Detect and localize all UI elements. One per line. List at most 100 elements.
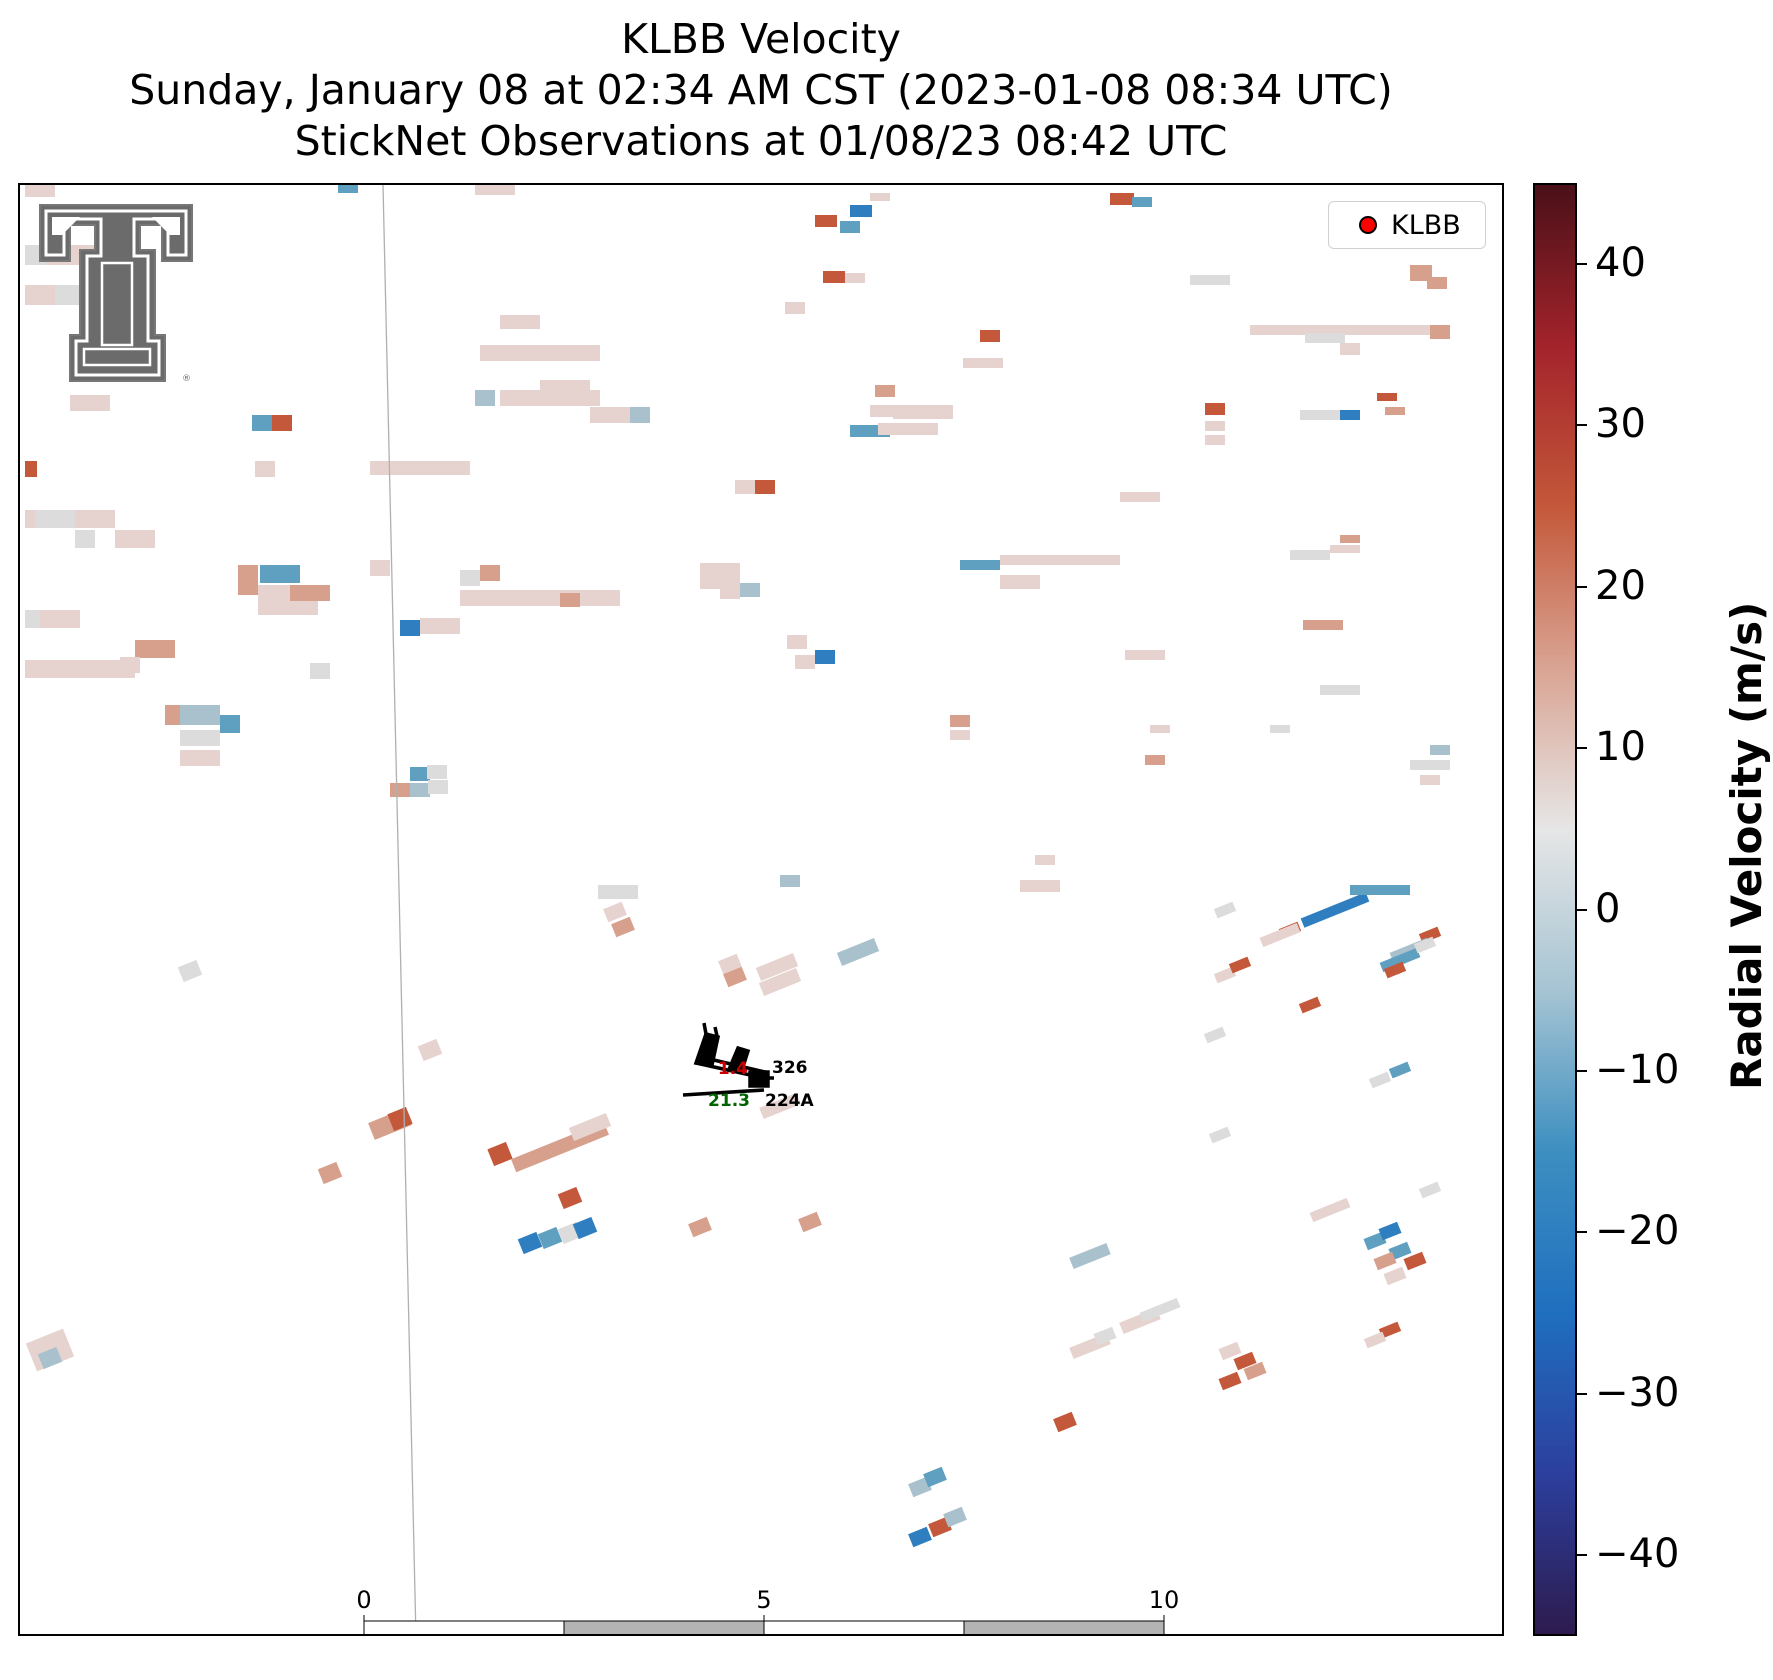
radar-gate (1330, 545, 1360, 553)
radar-gate (1069, 1242, 1111, 1270)
radar-gate (35, 510, 75, 528)
radar-gate (759, 1092, 801, 1120)
radar-gate (963, 358, 1003, 368)
colorbar-tick-label: 0 (1595, 885, 1621, 932)
radar-gate (823, 271, 845, 283)
colorbar-tick-mark (1577, 908, 1587, 911)
radar-gate (115, 530, 155, 548)
radar-gate (1378, 1221, 1402, 1241)
radar-gate (840, 221, 860, 233)
radar-gate (568, 1113, 612, 1141)
radar-gate (338, 185, 358, 193)
radar-gate (25, 660, 135, 678)
radar-gate (487, 1141, 513, 1167)
radar-gate (1430, 745, 1450, 755)
radar-gate (1420, 775, 1440, 785)
radar-site-marker-icon (1359, 216, 1377, 234)
radar-gate (1388, 1241, 1412, 1261)
radar-gate (428, 780, 448, 794)
radar-gate (1233, 1351, 1257, 1371)
radar-gate (923, 1466, 947, 1488)
radar-gate (720, 583, 740, 599)
radar-gate (310, 663, 330, 679)
radar-gate (735, 480, 755, 494)
radar-gate (1000, 575, 1040, 589)
radar-gate (1368, 1071, 1392, 1089)
radar-gate (500, 345, 600, 361)
title-line-2: Sunday, January 08 at 02:34 AM CST (2023… (129, 66, 1393, 114)
radar-gate (557, 1186, 583, 1210)
radar-gates (25, 185, 1450, 1548)
velocity-colorbar (1533, 183, 1577, 1636)
radar-gate (460, 570, 480, 586)
radar-gate (1208, 1126, 1232, 1144)
radar-gate (1145, 755, 1165, 765)
radar-gate (1383, 1266, 1407, 1286)
radar-gate (1243, 1361, 1267, 1381)
radar-velocity-field: 1.4 21.3 326 224A 0 5 10 km ® (25, 185, 1450, 1634)
radar-gate (1305, 333, 1345, 343)
radar-gate (1385, 407, 1405, 415)
radar-gate (560, 593, 580, 607)
station-id-label: 224A (765, 1091, 814, 1111)
radar-gate (420, 618, 460, 634)
radar-gate (1410, 760, 1450, 770)
radar-gate (1383, 961, 1407, 979)
radar-gate (723, 966, 747, 988)
colorbar-tick-mark (1577, 1069, 1587, 1072)
colorbar-tick-label: 20 (1595, 562, 1646, 609)
radar-gate (1377, 393, 1397, 401)
radar-gate (870, 193, 890, 201)
radar-gate (1120, 492, 1160, 502)
radar-gate (1228, 956, 1252, 974)
scale-bar: 0 5 10 km (356, 1586, 1179, 1634)
radar-gate (1363, 1331, 1387, 1349)
radar-gate (37, 1346, 63, 1370)
radar-gate (1413, 936, 1437, 954)
radar-gate (1363, 1231, 1387, 1251)
radar-gate (220, 715, 240, 733)
radar-gate (798, 1211, 822, 1233)
radar-gate (417, 1038, 443, 1062)
radar-gate (370, 560, 390, 576)
radar-gate (410, 767, 430, 781)
radar-gate (960, 560, 1000, 570)
radar-gate (238, 565, 258, 595)
radar-gate (1020, 880, 1060, 892)
radar-gate (1320, 685, 1360, 695)
radar-gate (845, 273, 865, 283)
radar-gate (75, 510, 115, 528)
radar-gate (252, 415, 272, 431)
radar-gate (540, 380, 590, 394)
radar-gate (1300, 892, 1370, 928)
station-id-label: 326 (772, 1058, 808, 1078)
radar-gate (836, 938, 880, 966)
radar-gate (943, 1506, 967, 1528)
title-line-1: KLBB Velocity (621, 15, 901, 63)
map-legend: KLBB (1328, 201, 1486, 249)
radar-gate (390, 783, 410, 797)
radar-gate (630, 407, 650, 423)
radar-gate (755, 953, 799, 981)
radar-gate (1250, 325, 1450, 335)
radar-gate (1270, 725, 1290, 733)
map-title: KLBB Velocity Sunday, January 08 at 02:3… (18, 14, 1504, 167)
colorbar-tick-mark (1577, 262, 1587, 265)
radar-gate (480, 345, 500, 361)
radar-gate (272, 415, 292, 431)
radar-gate (317, 1161, 343, 1185)
radar-gate (740, 583, 760, 597)
colorbar-tick-mark (1577, 1554, 1587, 1557)
temperature-label: 1.4 (718, 1059, 748, 1079)
radar-gate (25, 461, 37, 477)
radar-gate (1427, 277, 1447, 289)
radar-gate (1213, 901, 1237, 919)
radar-gate (1213, 966, 1237, 984)
radar-gate (180, 730, 220, 746)
radar-gate (25, 185, 55, 197)
radar-gate (928, 1516, 952, 1538)
radar-gate (180, 750, 220, 766)
radar-gate (815, 650, 835, 664)
radar-gate (40, 610, 80, 628)
radar-gate (1125, 650, 1165, 660)
